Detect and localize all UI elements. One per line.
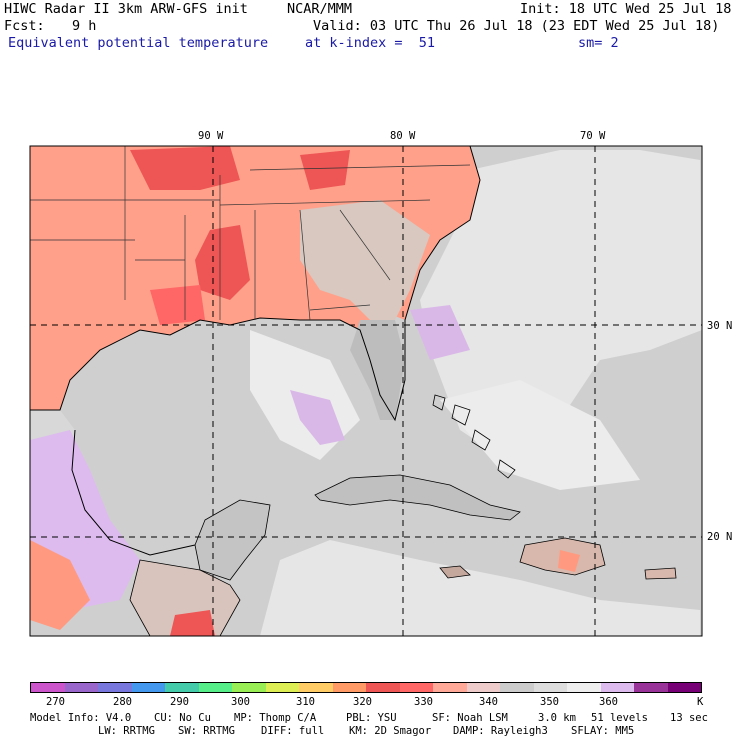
plot-title: HIWC Radar II 3km ARW-GFS init <box>4 1 248 17</box>
colorbar-segment <box>667 683 701 692</box>
colorbar-unit: K <box>697 696 704 708</box>
bahamas-island <box>497 459 516 479</box>
colorbar-tick: 360 <box>599 696 618 708</box>
mexico-coastline <box>71 429 196 556</box>
colorbar-segment <box>165 683 199 692</box>
diffusion-option: DIFF: full <box>261 725 325 737</box>
time-step: 13 sec <box>670 712 708 724</box>
hotspot-region <box>150 285 205 325</box>
yucatan-peninsula <box>194 499 271 581</box>
gulf-violet-region <box>290 390 345 445</box>
colorbar-segment <box>500 683 534 692</box>
forecast-hour: 9 h <box>72 18 97 34</box>
field-name: Equivalent potential temperature <box>8 35 269 51</box>
colorbar-segment <box>466 683 500 692</box>
smoothing-label: sm= 2 <box>578 35 619 51</box>
pbl-scheme: PBL: YSU <box>346 712 397 724</box>
damping-option: DAMP: Rayleigh3 <box>453 725 548 737</box>
colorbar-segment <box>567 683 601 692</box>
bahamas-island <box>432 394 446 411</box>
hotspot-region <box>300 150 350 190</box>
colorbar-segment <box>198 683 232 692</box>
lat-label-20n: 20 N <box>707 531 733 543</box>
longwave-scheme: LW: RRTMG <box>98 725 155 737</box>
colorbar-segment <box>64 683 98 692</box>
valid-time: Valid: 03 UTC Thu 26 Jul 18 (23 EDT Wed … <box>313 18 720 34</box>
colorbar-segment <box>399 683 433 692</box>
colorbar-segment <box>232 683 266 692</box>
map-frame <box>29 145 703 637</box>
model-info: Model Info: V4.0 <box>30 712 132 724</box>
init-time: Init: 18 UTC Wed 25 Jul 18 <box>520 1 732 17</box>
colorbar-segment <box>299 683 333 692</box>
colorbar-segment <box>600 683 634 692</box>
colorbar-tick: 270 <box>46 696 65 708</box>
colorbar-tick: 300 <box>231 696 250 708</box>
hotspot-region <box>195 225 250 300</box>
grid-resolution: 3.0 km <box>538 712 576 724</box>
vertical-levels: 51 levels <box>591 712 648 724</box>
eddy-coefficient: KM: 2D Smagor <box>349 725 432 737</box>
colorbar-segment <box>332 683 366 692</box>
cumulus-scheme: CU: No Cu <box>154 712 211 724</box>
colorbar-segment <box>265 683 299 692</box>
colorbar <box>30 682 702 693</box>
surface-layer: SFLAY: MM5 <box>571 725 635 737</box>
central-america-hotspot <box>170 610 215 636</box>
hispaniola-warm-spot <box>558 550 580 572</box>
southeast-us-region <box>300 200 430 320</box>
forecast-label: Fcst: <box>4 18 45 34</box>
microphysics-scheme: MP: Thomp C/A <box>234 712 317 724</box>
lat-lon-grid <box>30 146 702 636</box>
colorbar-tick: 310 <box>296 696 315 708</box>
puerto-rico-island <box>644 567 677 580</box>
org-label: NCAR/MMM <box>287 1 353 17</box>
cuba-island <box>314 474 521 521</box>
bahamas-island <box>451 404 471 426</box>
colorbar-segment <box>533 683 567 692</box>
colorbar-segment <box>98 683 132 692</box>
colorbar-tick: 280 <box>113 696 132 708</box>
bahamas-island <box>471 429 491 451</box>
colorbar-segment <box>433 683 467 692</box>
lon-label-80w: 80 W <box>390 130 416 142</box>
colorbar-tick: 340 <box>479 696 498 708</box>
shortwave-scheme: SW: RRTMG <box>178 725 235 737</box>
lon-label-90w: 90 W <box>198 130 224 142</box>
colorbar-segment <box>366 683 400 692</box>
lon-label-70w: 70 W <box>580 130 606 142</box>
colorbar-tick: 350 <box>540 696 559 708</box>
colorbar-segment <box>634 683 668 692</box>
colorbar-segment <box>31 683 65 692</box>
lat-label-30n: 30 N <box>707 320 733 332</box>
colorbar-segment <box>131 683 165 692</box>
surface-scheme: SF: Noah LSM <box>432 712 508 724</box>
florida-region <box>350 320 405 420</box>
caribbean-light-region <box>260 540 700 636</box>
bahamas-light-region <box>440 380 640 490</box>
atlantic-violet-region <box>410 305 470 360</box>
level-label: at k-index = 51 <box>305 35 436 51</box>
colorbar-tick: 330 <box>414 696 433 708</box>
state-boundaries <box>30 146 471 321</box>
colorbar-tick: 320 <box>353 696 372 708</box>
colorbar-tick: 290 <box>170 696 189 708</box>
jamaica-island <box>439 565 471 579</box>
mexico-warm-region <box>30 540 90 630</box>
